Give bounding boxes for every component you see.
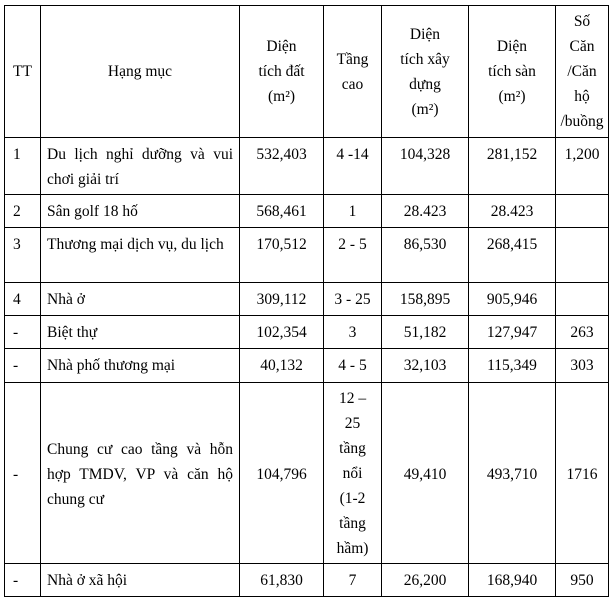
header-dien-tich-san: Diện tích sàn (m²)	[468, 5, 556, 138]
cell-hang-muc: Biệt thự	[40, 315, 240, 349]
cell-san: 493,710	[468, 382, 556, 564]
table-row: - Chung cư cao tầng và hỗn hợp TMDV, VP …	[4, 382, 609, 564]
cell-hang-muc: Nhà ở xã hội	[40, 563, 240, 597]
cell-san: 905,946	[468, 282, 556, 316]
cell-hang-muc: Thương mại dịch vụ, du lịch	[40, 227, 240, 283]
cell-tt: -	[4, 563, 41, 597]
table-row: 4 Nhà ở 309,112 3 - 25 158,895 905,946	[4, 282, 609, 316]
cell-xay-dung: 32,103	[381, 348, 469, 383]
cell-san: 28.423	[468, 194, 556, 228]
cell-tang: 3	[323, 315, 382, 349]
cell-can	[555, 282, 609, 316]
cell-dat: 40,132	[239, 348, 324, 383]
cell-xay-dung: 158,895	[381, 282, 469, 316]
project-table: TT Hạng mục Diện tích đất (m²) Tầng cao Diệ…	[4, 5, 609, 597]
header-tt: TT	[4, 5, 41, 138]
cell-tang: 4 -14	[323, 137, 382, 195]
cell-can: 950	[555, 563, 609, 597]
cell-dat: 102,354	[239, 315, 324, 349]
cell-xay-dung: 86,530	[381, 227, 469, 283]
cell-can: 1,200	[555, 137, 609, 195]
header-dien-tich-xay-dung: Diện tích xây dựng (m²)	[381, 5, 469, 138]
cell-dat: 309,112	[239, 282, 324, 316]
cell-can: 263	[555, 315, 609, 349]
cell-san: 127,947	[468, 315, 556, 349]
cell-hang-muc: Nhà ở	[40, 282, 240, 316]
cell-xay-dung: 26,200	[381, 563, 469, 597]
cell-xay-dung: 28.423	[381, 194, 469, 228]
cell-tt: -	[4, 348, 41, 383]
cell-tt: -	[4, 382, 41, 564]
cell-tt: 2	[4, 194, 41, 228]
cell-dat: 104,796	[239, 382, 324, 564]
cell-hang-muc: Nhà phố thương mại	[40, 348, 240, 383]
table-row: 1 Du lịch nghỉ dưỡng và vui chơi giải tr…	[4, 137, 609, 195]
header-hang-muc: Hạng mục	[40, 5, 240, 138]
cell-hang-muc: Sân golf 18 hố	[40, 194, 240, 228]
header-row: TT Hạng mục Diện tích đất (m²) Tầng cao Diệ…	[4, 5, 609, 138]
cell-dat: 532,403	[239, 137, 324, 195]
cell-tang: 1	[323, 194, 382, 228]
cell-dat: 61,830	[239, 563, 324, 597]
cell-san: 168,940	[468, 563, 556, 597]
cell-san: 115,349	[468, 348, 556, 383]
table-row: 2 Sân golf 18 hố 568,461 1 28.423 28.423	[4, 194, 609, 228]
table-row: - Nhà ở xã hội 61,830 7 26,200 168,940 9…	[4, 563, 609, 597]
cell-can	[555, 227, 609, 283]
cell-tt: 4	[4, 282, 41, 316]
header-so-can: Số Căn/Căn hộ/buồng	[555, 5, 609, 138]
cell-tang: 12 – 25 tầng nổi (1-2 tầng hầm)	[323, 382, 382, 564]
header-tang-cao: Tầng cao	[323, 5, 382, 138]
cell-san: 281,152	[468, 137, 556, 195]
cell-can: 303	[555, 348, 609, 383]
cell-can	[555, 194, 609, 228]
cell-can: 1716	[555, 382, 609, 564]
cell-dat: 568,461	[239, 194, 324, 228]
table-row: - Biệt thự 102,354 3 51,182 127,947 263	[4, 315, 609, 349]
cell-dat: 170,512	[239, 227, 324, 283]
cell-tang: 2 - 5	[323, 227, 382, 283]
cell-hang-muc: Du lịch nghỉ dưỡng và vui chơi giải trí	[40, 137, 240, 195]
cell-hang-muc: Chung cư cao tầng và hỗn hợp TMDV, VP và…	[40, 382, 240, 564]
cell-san: 268,415	[468, 227, 556, 283]
table-row: - Nhà phố thương mại 40,132 4 - 5 32,103…	[4, 348, 609, 383]
header-dien-tich-dat: Diện tích đất (m²)	[239, 5, 324, 138]
cell-tt: -	[4, 315, 41, 349]
cell-tt: 3	[4, 227, 41, 283]
cell-xay-dung: 51,182	[381, 315, 469, 349]
cell-tang: 7	[323, 563, 382, 597]
cell-xay-dung: 49,410	[381, 382, 469, 564]
cell-tt: 1	[4, 137, 41, 195]
table-row: 3 Thương mại dịch vụ, du lịch 170,512 2 …	[4, 227, 609, 283]
cell-tang: 4 - 5	[323, 348, 382, 383]
cell-xay-dung: 104,328	[381, 137, 469, 195]
cell-tang: 3 - 25	[323, 282, 382, 316]
